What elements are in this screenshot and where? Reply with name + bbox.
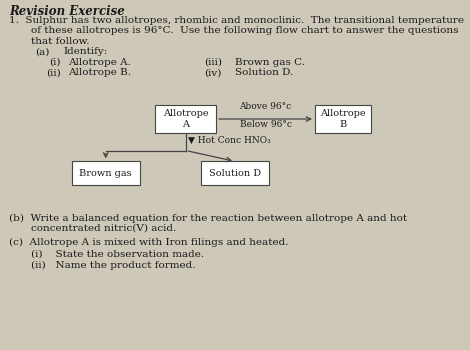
Text: Allotrope B.: Allotrope B. [68, 68, 131, 77]
FancyBboxPatch shape [201, 161, 269, 185]
Text: Above 96°c: Above 96°c [239, 102, 292, 111]
Text: Allotrope
B: Allotrope B [320, 109, 366, 129]
Text: (a): (a) [35, 47, 50, 56]
Text: (i)    State the observation made.: (i) State the observation made. [31, 249, 204, 258]
Text: Brown gas: Brown gas [79, 169, 132, 178]
Text: (b)  Write a balanced equation for the reaction between allotrope A and hot: (b) Write a balanced equation for the re… [9, 214, 407, 223]
Text: Revision Exercise: Revision Exercise [9, 5, 125, 18]
FancyBboxPatch shape [155, 105, 216, 133]
FancyBboxPatch shape [315, 105, 371, 133]
Text: (iv): (iv) [204, 68, 222, 77]
Text: Brown gas C.: Brown gas C. [235, 58, 305, 67]
Text: (i): (i) [49, 58, 61, 67]
Text: Below 96°c: Below 96°c [240, 120, 291, 129]
Text: (ii): (ii) [46, 68, 61, 77]
Text: 1.  Sulphur has two allotropes, rhombic and monoclinic.  The transitional temper: 1. Sulphur has two allotropes, rhombic a… [9, 16, 464, 25]
FancyBboxPatch shape [72, 161, 140, 185]
Text: (iii): (iii) [204, 58, 222, 67]
Text: ▼ Hot Conc HNO₃: ▼ Hot Conc HNO₃ [188, 136, 271, 145]
Text: (c)  Allotrope A is mixed with Iron filings and heated.: (c) Allotrope A is mixed with Iron filin… [9, 238, 289, 247]
Text: Allotrope A.: Allotrope A. [68, 58, 131, 67]
Text: of these allotropes is 96°C.  Use the following flow chart to answer the questio: of these allotropes is 96°C. Use the fol… [31, 26, 458, 35]
Text: concentrated nitric(V) acid.: concentrated nitric(V) acid. [31, 224, 176, 233]
Text: Solution D: Solution D [209, 169, 261, 178]
Text: Identify:: Identify: [63, 47, 108, 56]
Text: (ii)   Name the product formed.: (ii) Name the product formed. [31, 261, 195, 270]
Text: that follow.: that follow. [31, 37, 89, 46]
Text: Allotrope
A: Allotrope A [163, 109, 209, 129]
Text: Solution D.: Solution D. [235, 68, 293, 77]
